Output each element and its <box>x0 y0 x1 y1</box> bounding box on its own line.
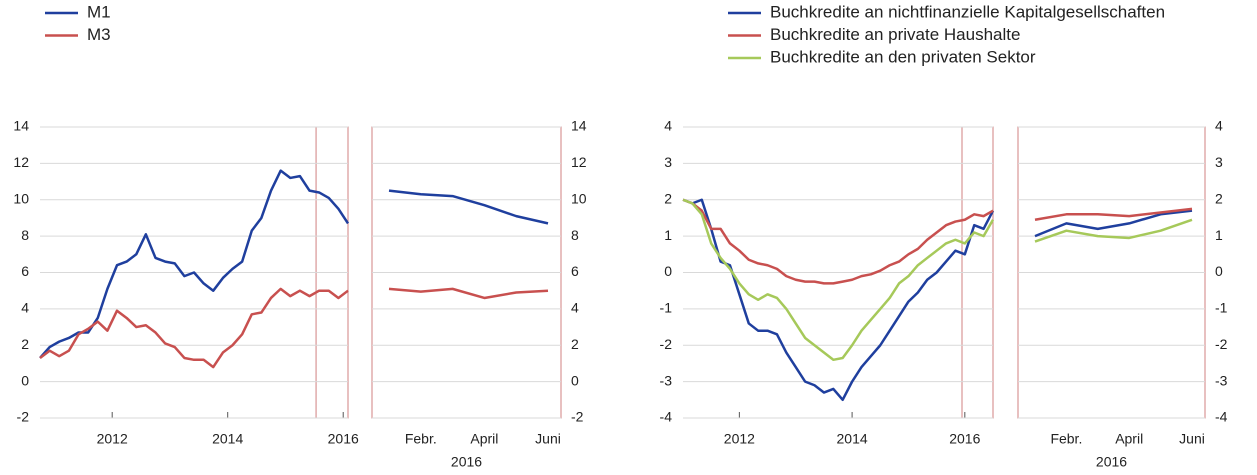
series-line <box>682 198 995 362</box>
y-tick-label: 2 <box>571 336 579 352</box>
series-line <box>1034 207 1193 221</box>
y-tick-label: 1 <box>1215 227 1223 243</box>
x-tick-label: Febr. <box>1050 431 1082 447</box>
y-tick-label: -1 <box>660 300 673 316</box>
legend-label: Buchkredite an den privaten Sektor <box>770 47 1036 66</box>
x-tick-label: 2014 <box>837 431 868 447</box>
x-tick-label: 2016 <box>328 431 359 447</box>
y-tick-label: -2 <box>17 409 30 425</box>
y-tick-label: -1 <box>1215 300 1228 316</box>
series-line <box>1034 209 1193 238</box>
x-axis-label: 2016 <box>1096 454 1127 470</box>
legend-label: M1 <box>87 2 111 21</box>
x-tick-label: April <box>1115 431 1143 447</box>
legend-label: Buchkredite an private Haushalte <box>770 25 1020 44</box>
y-tick-label: 1 <box>664 227 672 243</box>
x-tick-label: April <box>470 431 498 447</box>
x-tick-label: 2012 <box>97 431 128 447</box>
y-tick-label: 0 <box>664 263 672 279</box>
x-tick-label: Juni <box>1179 431 1205 447</box>
series-line <box>388 287 549 300</box>
y-tick-label: 4 <box>571 300 579 316</box>
x-tick-label: Febr. <box>405 431 437 447</box>
y-tick-label: 12 <box>13 154 29 170</box>
y-tick-label: 4 <box>21 300 29 316</box>
y-tick-label: 6 <box>571 263 579 279</box>
y-tick-label: 12 <box>571 154 587 170</box>
series-line <box>682 198 994 285</box>
series-line <box>39 287 349 369</box>
x-tick-label: Juni <box>535 431 561 447</box>
y-tick-label: 10 <box>13 190 29 206</box>
y-tick-label: 0 <box>1215 263 1223 279</box>
y-tick-label: 8 <box>571 227 579 243</box>
y-tick-label: 4 <box>1215 118 1223 134</box>
y-tick-label: 3 <box>1215 154 1223 170</box>
y-tick-label: -2 <box>571 409 584 425</box>
y-tick-label: 2 <box>664 190 672 206</box>
y-tick-label: 2 <box>21 336 29 352</box>
y-tick-label: -2 <box>660 336 673 352</box>
y-tick-label: -3 <box>1215 372 1228 388</box>
y-tick-label: 14 <box>571 118 587 134</box>
legend-label: Buchkredite an nichtfinanzielle Kapitalg… <box>770 2 1165 21</box>
series-line <box>1034 218 1193 243</box>
y-tick-label: 6 <box>21 263 29 279</box>
y-tick-label: 8 <box>21 227 29 243</box>
y-tick-label: 0 <box>21 372 29 388</box>
y-tick-label: 0 <box>571 372 579 388</box>
x-tick-label: 2014 <box>212 431 243 447</box>
y-tick-label: -4 <box>660 409 673 425</box>
x-axis-label: 2016 <box>451 454 482 470</box>
y-tick-label: -2 <box>1215 336 1228 352</box>
legend-label: M3 <box>87 25 111 44</box>
x-tick-label: 2016 <box>949 431 980 447</box>
x-tick-label: 2012 <box>724 431 755 447</box>
series-line <box>682 198 995 402</box>
series-line <box>388 189 549 225</box>
y-tick-label: -3 <box>660 372 673 388</box>
y-tick-label: 14 <box>13 118 29 134</box>
y-tick-label: 3 <box>664 154 672 170</box>
y-tick-label: 10 <box>571 190 587 206</box>
y-tick-label: 4 <box>664 118 672 134</box>
y-tick-label: 2 <box>1215 190 1223 206</box>
y-tick-label: -4 <box>1215 409 1228 425</box>
